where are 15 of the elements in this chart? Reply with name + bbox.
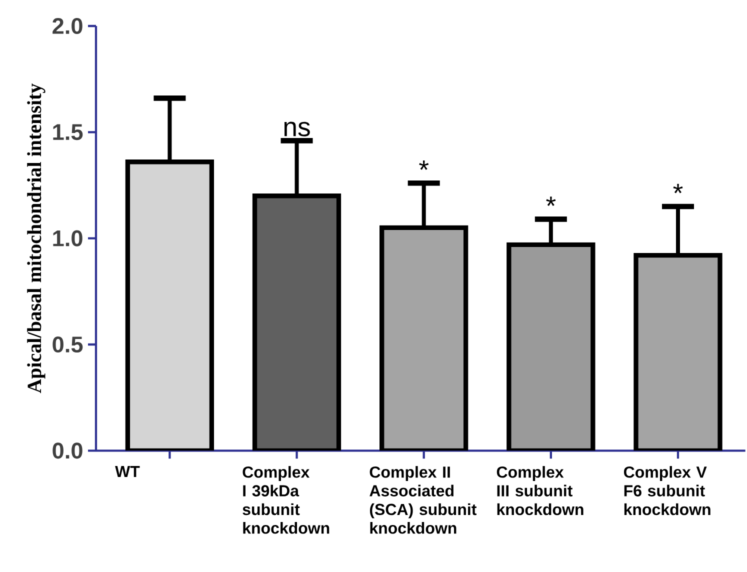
y-tick-label: 2.0	[52, 18, 82, 34]
x-tick-label: WT	[115, 466, 140, 478]
y-tick-label: 0.5	[52, 336, 83, 353]
annotation: *	[673, 184, 683, 194]
y-tick-label: 1.5	[53, 124, 83, 140]
x-tick-label: Complex I 39kDa subunit knockdown	[242, 466, 330, 534]
x-tick-label: Complex V F6 subunit knockdown	[624, 466, 710, 516]
x-tick-label: Complex III subunit knockdown	[496, 466, 584, 516]
x-tick-label: Complex II Associated (SCA) subunit knockdown	[370, 466, 477, 534]
annotation: *	[419, 160, 429, 170]
annotation: ns	[284, 122, 310, 136]
y-tick-label: 0.0	[52, 442, 82, 459]
annotation: *	[546, 196, 556, 206]
y-axis-title: Apical/basal mitochondrial intensity	[27, 84, 46, 394]
y-tick-label: 1.0	[53, 230, 82, 246]
